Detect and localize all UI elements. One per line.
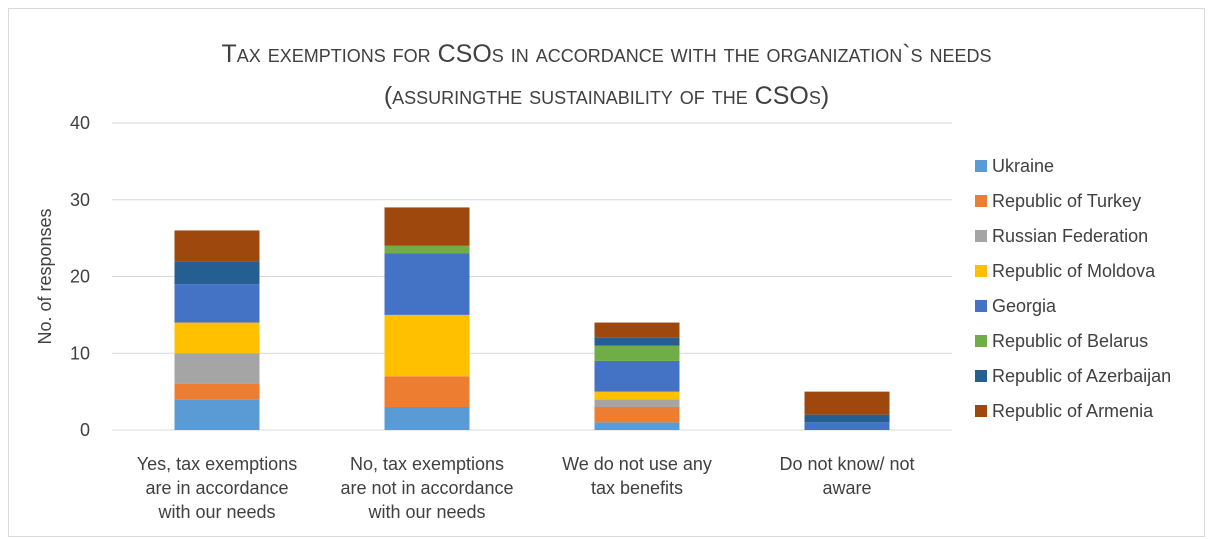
legend-swatch xyxy=(975,160,987,172)
bar-segment-republic-of-moldova xyxy=(594,391,680,400)
legend-label: Republic of Moldova xyxy=(992,261,1156,281)
legend-swatch xyxy=(975,405,987,417)
y-tick-label: 30 xyxy=(70,190,90,210)
legend-swatch xyxy=(975,300,987,312)
y-tick-label: 20 xyxy=(70,267,90,287)
y-tick-label: 0 xyxy=(80,420,90,440)
legend-swatch xyxy=(975,335,987,347)
bar-segment-republic-of-moldova xyxy=(174,322,260,354)
bar-segment-ukraine xyxy=(174,399,260,430)
bar-segment-republic-of-moldova xyxy=(384,314,470,377)
bar-segment-republic-of-turkey xyxy=(594,406,680,423)
chart-title-line2: (assuringthe sustainability of the CSOs) xyxy=(383,82,830,110)
legend-label: Ukraine xyxy=(992,156,1054,176)
bar-segment-russian-federation xyxy=(594,399,680,407)
x-category-label: with our needs xyxy=(157,502,275,522)
legend-swatch xyxy=(975,265,987,277)
y-tick-label: 10 xyxy=(70,343,90,363)
y-tick-label: 40 xyxy=(70,113,90,133)
bar-segment-republic-of-armenia xyxy=(804,391,890,415)
legend-label: Republic of Belarus xyxy=(992,331,1148,351)
bar-segment-republic-of-armenia xyxy=(384,207,470,246)
bar-segment-georgia xyxy=(594,360,680,392)
legend-label: Russian Federation xyxy=(992,226,1148,246)
bar-segment-russian-federation xyxy=(174,353,260,384)
bar-segment-georgia xyxy=(174,284,260,323)
bar-segment-republic-of-turkey xyxy=(384,376,470,407)
legend-label: Republic of Azerbaijan xyxy=(992,366,1171,386)
x-category-label: We do not use any xyxy=(562,454,712,474)
x-category-label: aware xyxy=(822,478,871,498)
bar-segment-republic-of-azerbaijan xyxy=(594,337,680,346)
legend-swatch xyxy=(975,230,987,242)
bar-segment-republic-of-azerbaijan xyxy=(804,414,890,423)
legend-label: Republic of Turkey xyxy=(992,191,1141,211)
bar-segment-republic-of-belarus xyxy=(384,245,470,254)
bar-segment-ukraine xyxy=(594,422,680,430)
chart-title-line1: Tax exemptions for CSOs in accordance wi… xyxy=(221,40,992,68)
y-axis-label: No. of responses xyxy=(35,208,55,344)
bar-segment-republic-of-turkey xyxy=(174,383,260,400)
legend-swatch xyxy=(975,195,987,207)
bar-segment-republic-of-armenia xyxy=(174,230,260,262)
x-category-label: are in accordance xyxy=(145,478,288,498)
bar-segment-ukraine xyxy=(384,406,470,430)
x-category-label: tax benefits xyxy=(591,478,683,498)
x-category-label: No, tax exemptions xyxy=(350,454,504,474)
legend-label: Georgia xyxy=(992,296,1057,316)
bar-segment-republic-of-azerbaijan xyxy=(174,261,260,285)
x-category-label: with our needs xyxy=(367,502,485,522)
legend-swatch xyxy=(975,370,987,382)
legend-label: Republic of Armenia xyxy=(992,401,1154,421)
bar-segment-republic-of-belarus xyxy=(594,345,680,361)
bar-segment-republic-of-armenia xyxy=(594,322,680,338)
x-category-label: are not in accordance xyxy=(340,478,513,498)
x-category-label: Yes, tax exemptions xyxy=(137,454,297,474)
bar-segment-georgia xyxy=(804,422,890,430)
x-category-label: Do not know/ not xyxy=(779,454,914,474)
bar-segment-georgia xyxy=(384,253,470,315)
